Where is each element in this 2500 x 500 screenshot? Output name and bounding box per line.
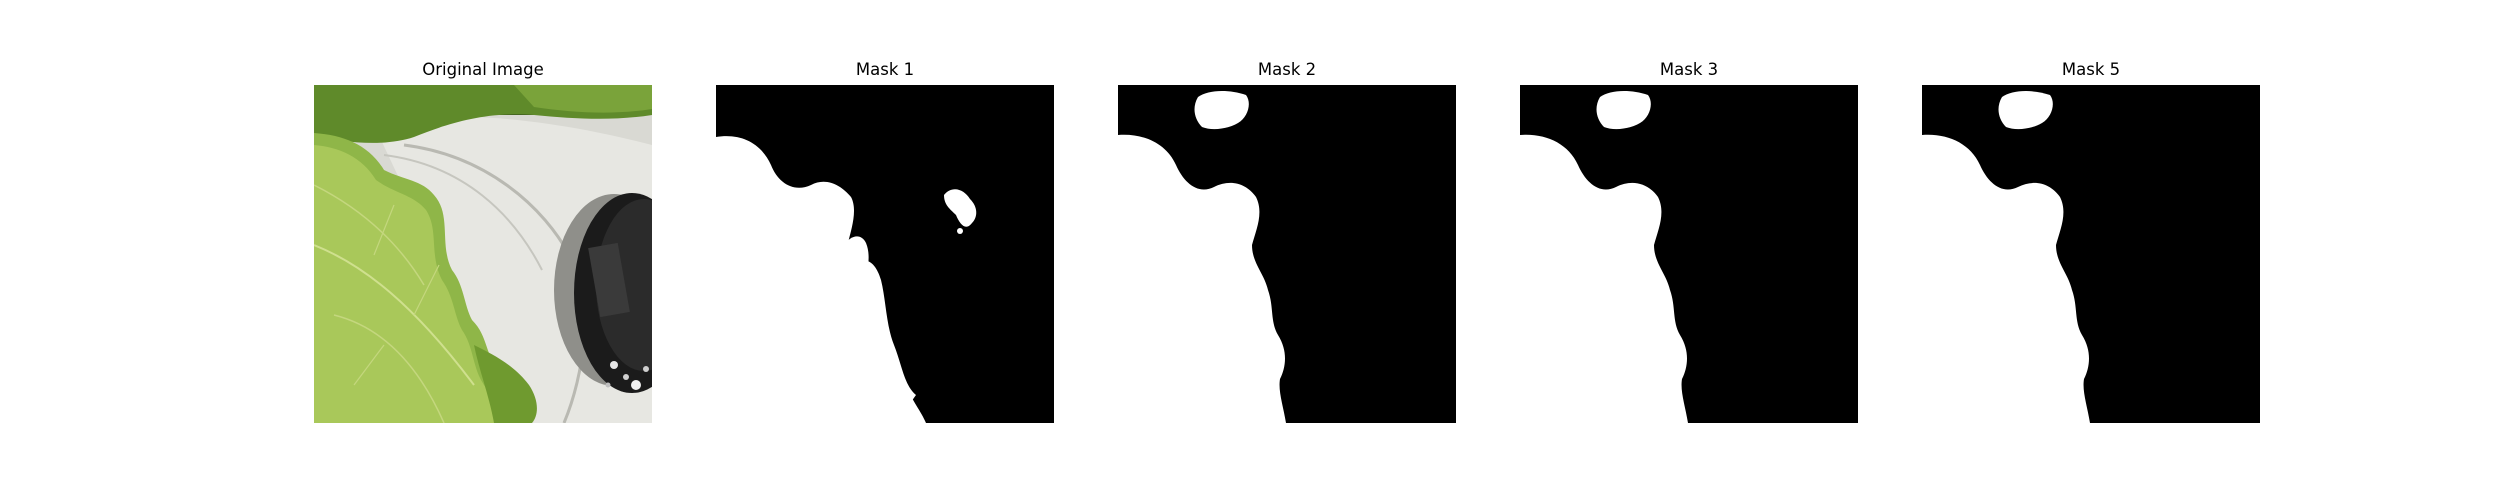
panel-title: Original Image — [422, 60, 544, 79]
mask-3-image — [1520, 85, 1858, 423]
mask-1-panel: Mask 1 — [716, 58, 1054, 423]
original-image-panel: Original Image — [314, 58, 652, 423]
panel-title: Mask 5 — [2061, 60, 2121, 79]
panel-title: Mask 1 — [855, 60, 915, 79]
mask-5-image — [1922, 85, 2260, 423]
original-image — [314, 85, 652, 423]
panel-title: Mask 2 — [1257, 60, 1317, 79]
mask-1-image — [716, 85, 1054, 423]
mask-5-panel: Mask 5 — [1922, 58, 2260, 423]
mask-2-image — [1118, 85, 1456, 423]
panel-title: Mask 3 — [1659, 60, 1719, 79]
mask-2-panel: Mask 2 — [1118, 58, 1456, 423]
mask-3-panel: Mask 3 — [1520, 58, 1858, 423]
